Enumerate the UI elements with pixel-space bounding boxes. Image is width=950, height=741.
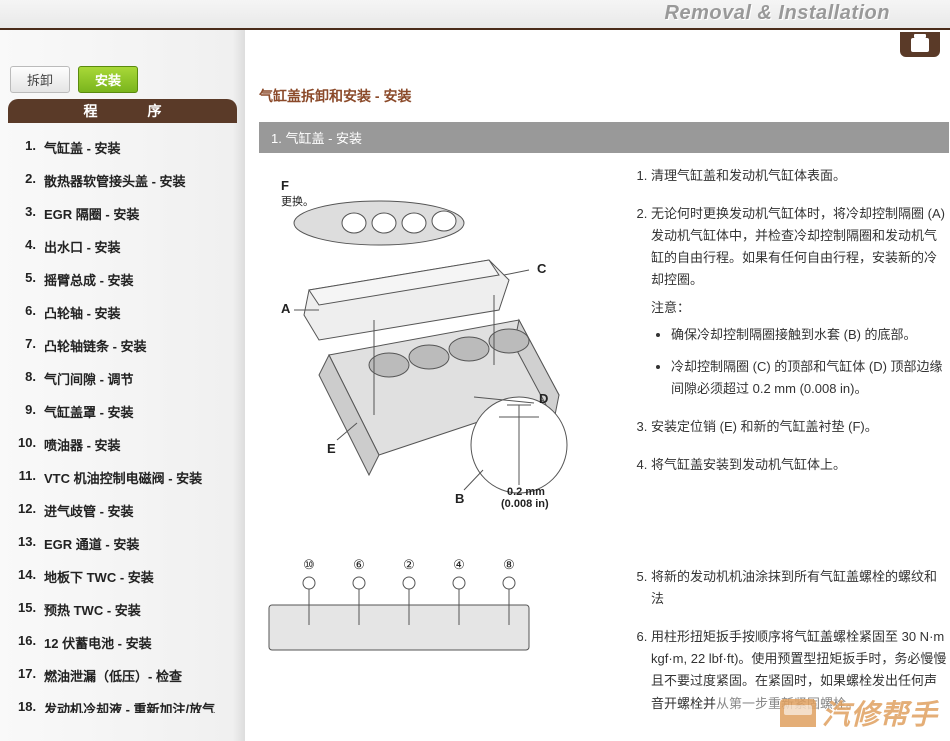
toc-num: 2. — [18, 171, 44, 190]
header-bar: Removal & Installation — [0, 0, 950, 30]
section-header: 1. 气缸盖 - 安装 — [259, 122, 949, 153]
toc-text: 气门间隙 - 调节 — [44, 369, 237, 388]
toc-text: 12 伏蓄电池 - 安装 — [44, 633, 237, 652]
instruction-text: 清理气缸盖和发动机气缸体表面。 无论何时更换发动机气缸体时，将冷却控制隔圈 (A… — [629, 165, 950, 731]
note-2: 冷却控制隔圈 (C) 的顶部和气缸体 (D) 顶部边缘间隙必须超过 0.2 mm… — [671, 356, 948, 400]
remove-button[interactable]: 拆卸 — [10, 66, 70, 93]
label-e: E — [327, 441, 336, 456]
toc-item[interactable]: 13.EGR 通道 - 安装 — [14, 527, 237, 560]
toc-item[interactable]: 5.摇臂总成 - 安装 — [14, 263, 237, 296]
toc-item[interactable]: 15.预热 TWC - 安装 — [14, 593, 237, 626]
tab-buttons: 拆卸 安装 — [0, 66, 245, 99]
content-area: 气缸盖拆卸和安装 - 安装 1. 气缸盖 - 安装 — [245, 30, 950, 741]
label-b: B — [455, 491, 464, 506]
label-f: F — [281, 178, 289, 193]
toc-text: EGR 隔圈 - 安装 — [44, 204, 237, 223]
toc-num: 3. — [18, 204, 44, 223]
toc-item[interactable]: 18.发动机冷却液 - 重新加注/放气 — [14, 692, 237, 713]
toc-num: 9. — [18, 402, 44, 421]
toc-num: 18. — [18, 699, 44, 713]
clearance-in: (0.008 in) — [501, 498, 549, 510]
step-2: 无论何时更换发动机气缸体时，将冷却控制隔圈 (A) 发动机气缸体中，并检查冷却控… — [651, 203, 948, 400]
toc-text: 气缸盖 - 安装 — [44, 138, 237, 157]
toc-num: 16. — [18, 633, 44, 652]
toc-item[interactable]: 10.喷油器 - 安装 — [14, 428, 237, 461]
header-title: Removal & Installation — [665, 2, 891, 25]
toc-item[interactable]: 8.气门间隙 - 调节 — [14, 362, 237, 395]
toc-text: 进气歧管 - 安装 — [44, 501, 237, 520]
toc-num: 5. — [18, 270, 44, 289]
seq-callout: ② — [403, 557, 415, 572]
toc-text: 气缸盖罩 - 安装 — [44, 402, 237, 421]
step-4: 将气缸盖安装到发动机气缸体上。 — [651, 454, 948, 476]
watermark: 汽修帮手 — [780, 693, 938, 733]
sidebar: 拆卸 安装 程 序 1.气缸盖 - 安装2.散热器软管接头盖 - 安装3.EGR… — [0, 30, 245, 741]
toc-num: 12. — [18, 501, 44, 520]
toc-num: 1. — [18, 138, 44, 157]
exploded-diagram: F A C D E B 更换。 0.2 mm (0.008 in) — [259, 165, 599, 525]
toc-item[interactable]: 7.凸轮轴链条 - 安装 — [14, 329, 237, 362]
toc-num: 13. — [18, 534, 44, 553]
toc-num: 6. — [18, 303, 44, 322]
toc-num: 11. — [18, 468, 44, 487]
toc-num: 14. — [18, 567, 44, 586]
toc-text: 喷油器 - 安装 — [44, 435, 237, 454]
step-3: 安装定位销 (E) 和新的气缸盖衬垫 (F)。 — [651, 416, 948, 438]
toc-num: 4. — [18, 237, 44, 256]
seq-callout: ⑥ — [353, 557, 365, 572]
toc-item[interactable]: 12.进气歧管 - 安装 — [14, 494, 237, 527]
procedure-tab: 程 序 — [8, 99, 237, 123]
note-1: 确保冷却控制隔圈接触到水套 (B) 的底部。 — [671, 324, 948, 346]
toc-text: 发动机冷却液 - 重新加注/放气 — [44, 699, 237, 713]
toc-num: 17. — [18, 666, 44, 685]
note-label: 注意： — [651, 297, 948, 319]
table-of-contents: 1.气缸盖 - 安装2.散热器软管接头盖 - 安装3.EGR 隔圈 - 安装4.… — [0, 123, 245, 713]
toc-num: 8. — [18, 369, 44, 388]
toc-item[interactable]: 17.燃油泄漏（低压）- 检查 — [14, 659, 237, 692]
f-note: 更换。 — [281, 194, 314, 208]
toc-text: 凸轮轴 - 安装 — [44, 303, 237, 322]
toc-text: 摇臂总成 - 安装 — [44, 270, 237, 289]
step-5: 将新的发动机机油涂抹到所有气缸盖螺栓的螺纹和法 — [651, 566, 948, 610]
seq-callout: ⑩ — [303, 557, 315, 572]
toc-item[interactable]: 2.散热器软管接头盖 - 安装 — [14, 164, 237, 197]
toc-text: 地板下 TWC - 安装 — [44, 567, 237, 586]
label-c: C — [537, 261, 547, 276]
toc-num: 10. — [18, 435, 44, 454]
page-title: 气缸盖拆卸和安装 - 安装 — [259, 86, 950, 106]
seq-callout: ④ — [453, 557, 465, 572]
label-d: D — [539, 391, 548, 406]
toc-item[interactable]: 16.12 伏蓄电池 - 安装 — [14, 626, 237, 659]
toc-item[interactable]: 11.VTC 机油控制电磁阀 - 安装 — [14, 461, 237, 494]
seq-callout: ⑧ — [503, 557, 515, 572]
toc-item[interactable]: 14.地板下 TWC - 安装 — [14, 560, 237, 593]
toc-text: 出水口 - 安装 — [44, 237, 237, 256]
step-1: 清理气缸盖和发动机气缸体表面。 — [651, 165, 948, 187]
toc-item[interactable]: 9.气缸盖罩 - 安装 — [14, 395, 237, 428]
watermark-icon — [780, 699, 816, 727]
toc-item[interactable]: 1.气缸盖 - 安装 — [14, 131, 237, 164]
toc-text: 散热器软管接头盖 - 安装 — [44, 171, 237, 190]
toc-item[interactable]: 6.凸轮轴 - 安装 — [14, 296, 237, 329]
toc-text: VTC 机油控制电磁阀 - 安装 — [44, 468, 237, 487]
toc-num: 7. — [18, 336, 44, 355]
clearance-val: 0.2 mm — [507, 486, 545, 498]
toc-item[interactable]: 4.出水口 - 安装 — [14, 230, 237, 263]
toc-num: 15. — [18, 600, 44, 619]
toc-text: EGR 通道 - 安装 — [44, 534, 237, 553]
toc-text: 燃油泄漏（低压）- 检查 — [44, 666, 237, 685]
torque-sequence-diagram: ⑩ ⑥ ② ④ ⑧ — [259, 555, 599, 658]
label-a: A — [281, 301, 291, 316]
install-button[interactable]: 安装 — [78, 66, 138, 93]
toc-text: 凸轮轴链条 - 安装 — [44, 336, 237, 355]
toc-item[interactable]: 3.EGR 隔圈 - 安装 — [14, 197, 237, 230]
toc-text: 预热 TWC - 安装 — [44, 600, 237, 619]
